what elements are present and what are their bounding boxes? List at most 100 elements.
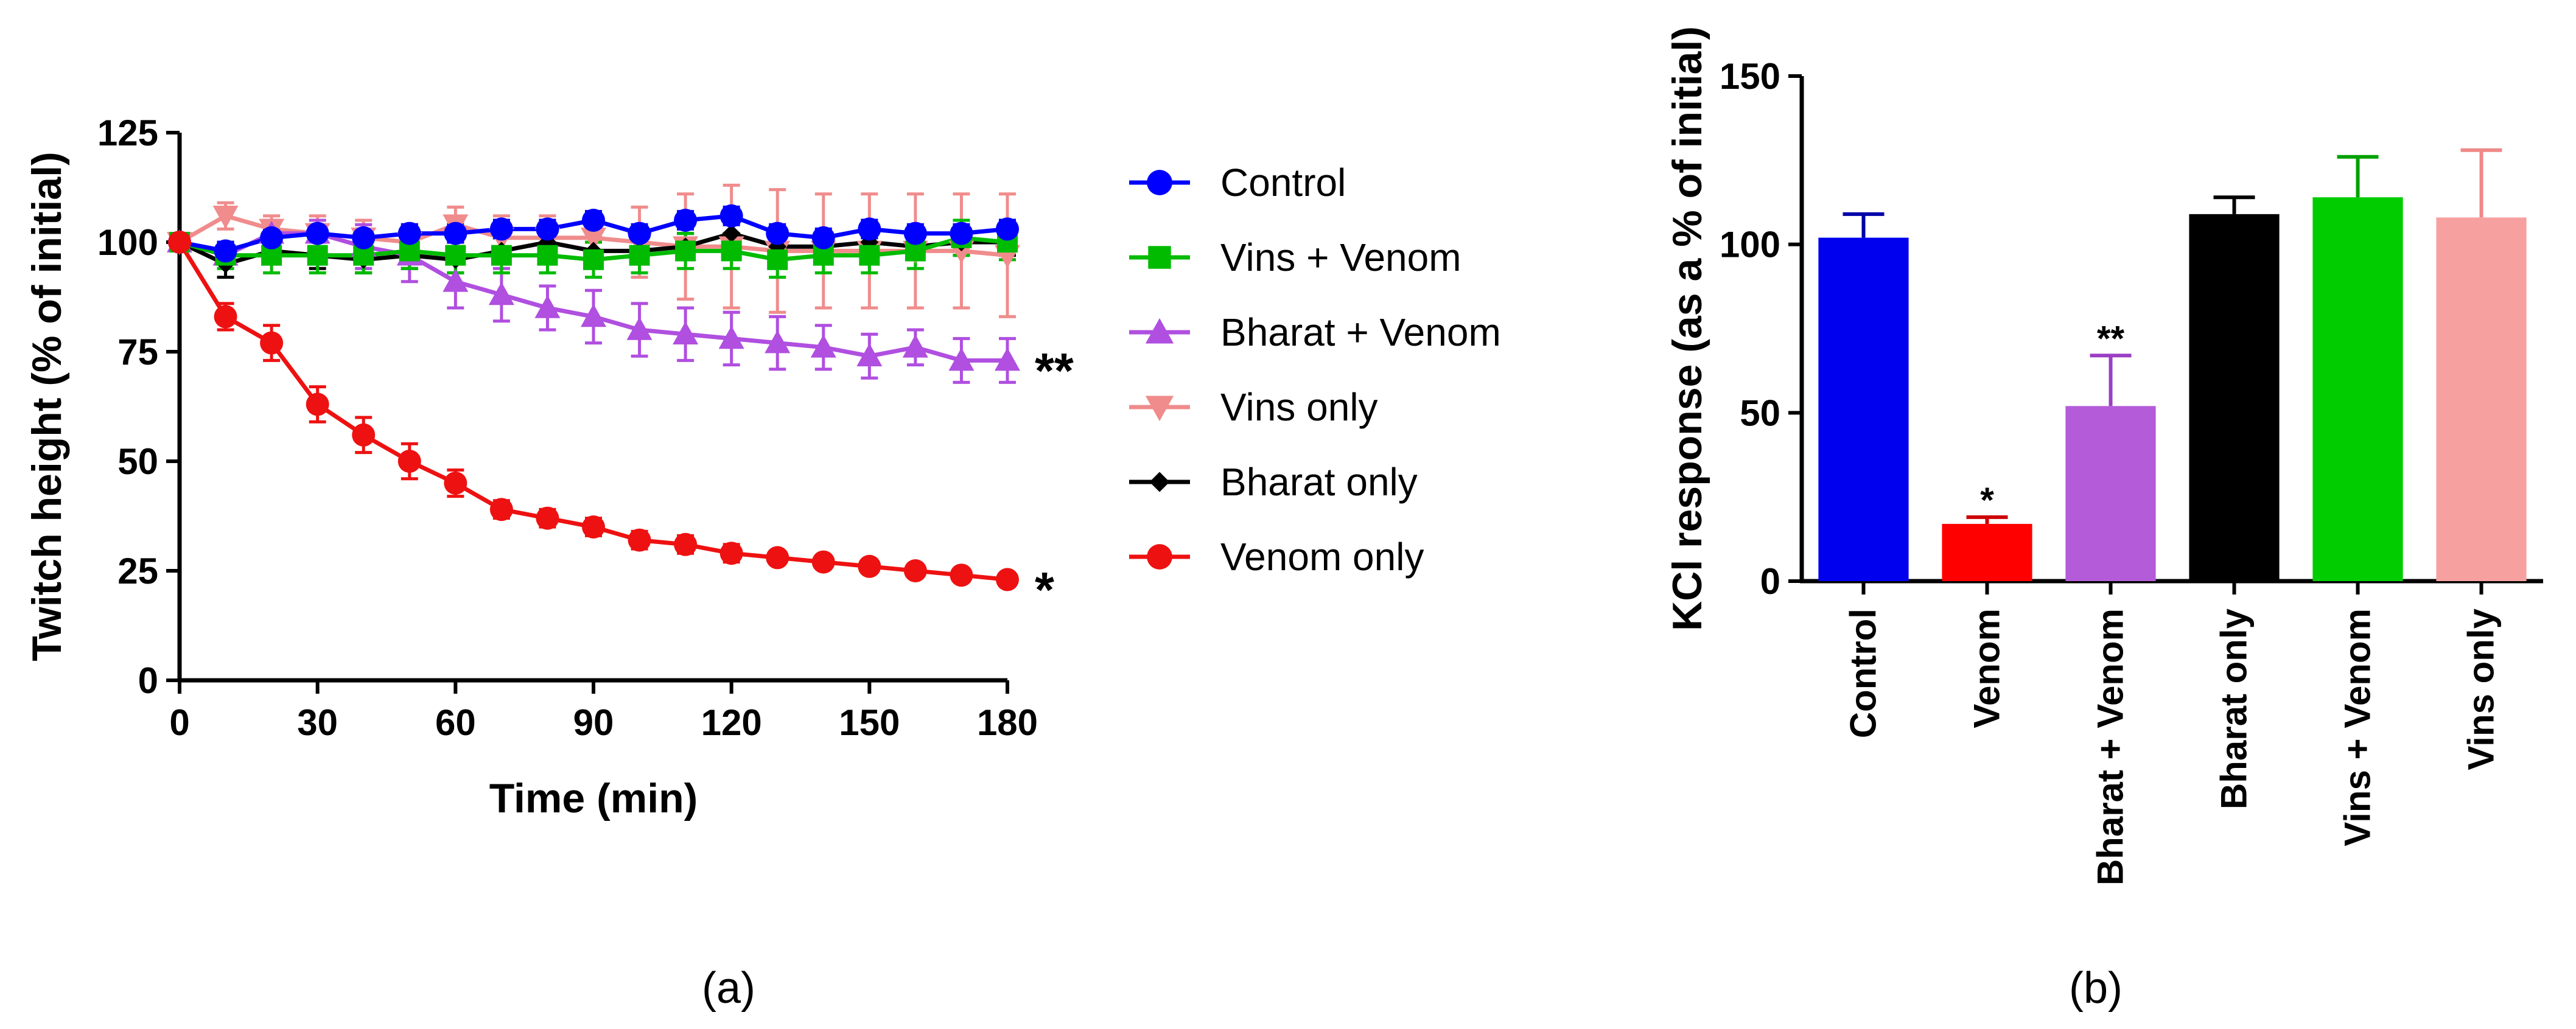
venom-only-data-point xyxy=(858,554,881,578)
control-data-point xyxy=(582,209,605,232)
bar-control xyxy=(1818,237,1909,582)
venom-only-data-point xyxy=(444,472,467,495)
vins-only-data-point xyxy=(212,206,239,229)
legend-label-vins-only: Vins only xyxy=(1220,385,1378,429)
y-axis-title-b: KCl response (as a % of initial) xyxy=(1664,26,1710,631)
legend-marker-vins-only xyxy=(1145,396,1174,422)
y-tick-label-b: 100 xyxy=(1720,225,1780,265)
significance-marker-venom: * xyxy=(1980,481,1994,520)
bar-vins-only xyxy=(2436,217,2527,581)
bar-bharat-venom xyxy=(2065,406,2156,581)
vins-venom-data-point xyxy=(721,240,742,262)
x-tick-label: 90 xyxy=(573,702,614,743)
x-tick-label: 150 xyxy=(839,702,900,743)
control-data-point xyxy=(674,209,698,232)
category-label-venom: Venom xyxy=(1967,609,2007,728)
axis-ticks-b: 0 50 100 150 xyxy=(1720,56,1802,602)
category-labels: Control Venom Bharat + Venom Bharat only Vin… xyxy=(1843,581,2502,885)
x-tick-label: 30 xyxy=(297,702,338,743)
bharat-venom-data-point xyxy=(856,343,883,366)
bharat-venom-data-point xyxy=(581,304,606,327)
control-data-point xyxy=(214,239,237,263)
y-axis-title: Twitch height (% of initial) xyxy=(24,152,70,661)
control-data-point xyxy=(766,221,789,245)
panel-label-b: (b) xyxy=(2069,964,2123,1013)
y-tick-label: 25 xyxy=(117,551,158,591)
control-data-point xyxy=(306,221,329,245)
control-data-point xyxy=(628,221,651,245)
legend-marker-venom-only xyxy=(1147,544,1172,570)
x-axis-title: Time (min) xyxy=(489,775,698,821)
category-label-bharat-venom: Bharat + Venom xyxy=(2090,609,2131,885)
y-tick-label-b: 0 xyxy=(1760,561,1780,602)
category-label-bharat-only: Bharat only xyxy=(2214,608,2255,809)
venom-only-data-point xyxy=(950,563,973,587)
bharat-venom-data-point xyxy=(765,330,791,354)
venom-only-data-point xyxy=(996,568,1019,591)
venom-only-data-point xyxy=(536,506,559,530)
bharat-venom-data-point xyxy=(948,347,975,371)
significance-marker-bharat-venom: ** xyxy=(2097,319,2125,358)
x-tick-label: 60 xyxy=(435,702,476,743)
venom-only-data-point xyxy=(260,331,284,355)
bar-bharat-only xyxy=(2189,214,2280,581)
control-data-point xyxy=(260,226,284,249)
venom-only-data-point xyxy=(489,498,513,521)
legend-label-vins-venom: Vins + Venom xyxy=(1220,235,1461,279)
error-bars-b xyxy=(1843,148,2502,524)
vins-venom-data-point xyxy=(307,245,328,266)
venom-only-data-point xyxy=(306,392,329,416)
venom-only-data-point xyxy=(766,546,789,570)
y-tick-label: 75 xyxy=(117,332,158,372)
venom-only-data-point xyxy=(352,423,376,447)
legend: Control Vins + Venom Bharat + Venom Vins on… xyxy=(1129,161,1501,579)
x-tick-label: 120 xyxy=(701,702,762,743)
x-tick-label: 0 xyxy=(169,702,189,743)
bharat-venom-data-point xyxy=(534,295,561,318)
y-tick-label: 50 xyxy=(117,441,158,482)
bharat-venom-data-point xyxy=(673,321,699,344)
control-data-point xyxy=(858,217,881,241)
venom-only-data-point xyxy=(628,528,651,552)
legend-marker-control xyxy=(1147,170,1172,195)
vins-venom-data-point xyxy=(445,245,466,266)
y-tick-label-b: 150 xyxy=(1720,56,1780,97)
venom-only-data-point xyxy=(674,532,698,556)
control-data-point xyxy=(719,204,743,228)
vins-venom-data-point xyxy=(767,249,788,270)
vins-only-data-point xyxy=(581,228,606,251)
control-data-point xyxy=(352,226,376,249)
significance-marker: * xyxy=(1035,562,1054,618)
vins-venom-data-point xyxy=(859,245,880,266)
y-tick-label: 0 xyxy=(138,660,158,701)
category-label-control: Control xyxy=(1843,609,1884,738)
bharat-venom-data-point xyxy=(902,334,928,358)
bar-vins-venom xyxy=(2312,197,2403,581)
bharat-venom-data-point xyxy=(995,347,1020,371)
venom-only-data-point xyxy=(214,305,237,329)
y-tick-label: 100 xyxy=(97,222,158,263)
venom-only-data-point xyxy=(811,550,835,574)
vins-venom-data-point xyxy=(537,245,558,266)
control-data-point xyxy=(811,226,835,249)
control-data-point xyxy=(489,217,513,241)
twitch-height-line-chart: 0 25 50 75 100 125 0 30 60 90 120 150 180 Time (min)… xyxy=(24,113,1501,821)
y-tick-label-b: 50 xyxy=(1740,392,1780,433)
bar-venom xyxy=(1942,523,2032,581)
vins-venom-data-point xyxy=(629,245,650,266)
legend-label-bharat-only: Bharat only xyxy=(1220,460,1418,504)
series-markers-a xyxy=(167,204,1020,591)
panel-label-a: (a) xyxy=(702,964,755,1013)
legend-label-venom-only: Venom only xyxy=(1220,535,1424,579)
bharat-only-data-point xyxy=(722,224,741,243)
venom-only-data-point xyxy=(168,231,191,254)
control-data-point xyxy=(536,217,559,241)
control-data-point xyxy=(950,221,973,245)
control-data-point xyxy=(996,217,1019,241)
vins-venom-data-point xyxy=(675,240,696,262)
bharat-venom-data-point xyxy=(443,268,469,292)
vins-venom-data-point xyxy=(491,245,512,266)
legend-marker-bharat-only xyxy=(1149,472,1170,492)
x-tick-label: 180 xyxy=(977,702,1038,743)
